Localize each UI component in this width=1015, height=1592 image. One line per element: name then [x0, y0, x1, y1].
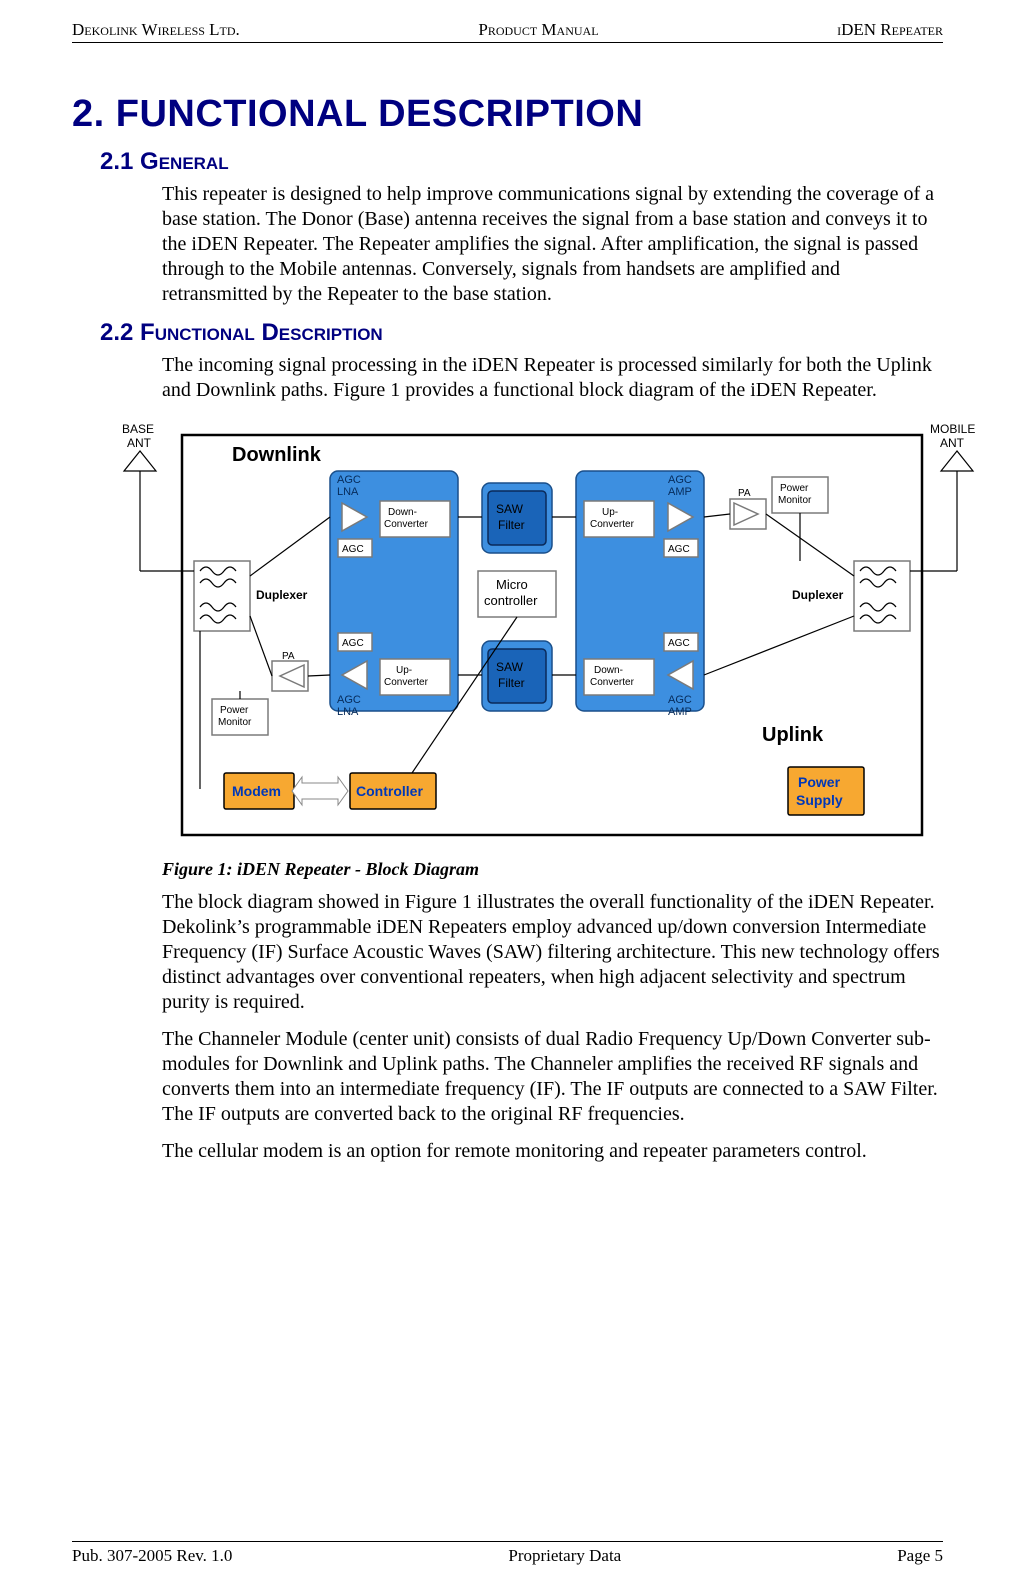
svg-text:LNA: LNA: [337, 706, 359, 718]
svg-text:PA: PA: [282, 651, 295, 662]
svg-text:AGC: AGC: [342, 544, 364, 555]
svg-text:Supply: Supply: [796, 792, 843, 808]
svg-text:Converter: Converter: [590, 677, 635, 688]
svg-text:AGC: AGC: [668, 638, 690, 649]
svg-text:MOBILE: MOBILE: [930, 422, 975, 436]
page-footer: Pub. 307-2005 Rev. 1.0 Proprietary Data …: [72, 1541, 943, 1566]
section-2-2-heading: 2.2 Functional Description: [100, 319, 943, 347]
svg-text:Duplexer: Duplexer: [792, 588, 844, 602]
svg-text:Monitor: Monitor: [778, 495, 812, 506]
svg-text:Monitor: Monitor: [218, 717, 252, 728]
header-center: Product Manual: [478, 20, 598, 40]
svg-text:Controller: Controller: [356, 783, 423, 799]
svg-text:controller: controller: [484, 593, 538, 608]
svg-text:Duplexer: Duplexer: [256, 588, 308, 602]
svg-text:Uplink: Uplink: [762, 724, 824, 746]
section-2-1-heading: 2.1 General: [100, 148, 943, 176]
svg-text:Up-: Up-: [396, 665, 412, 676]
section-2-2-p4: The cellular modem is an option for remo…: [162, 1139, 943, 1164]
svg-text:AGC: AGC: [668, 544, 690, 555]
svg-text:Up-: Up-: [602, 507, 618, 518]
svg-text:Down-: Down-: [594, 665, 623, 676]
footer-left: Pub. 307-2005 Rev. 1.0: [72, 1546, 232, 1566]
svg-text:Downlink: Downlink: [232, 444, 322, 466]
footer-right: Page 5: [897, 1546, 943, 1566]
svg-text:AGC: AGC: [337, 694, 361, 706]
svg-text:Filter: Filter: [498, 518, 525, 532]
svg-text:AMP: AMP: [668, 706, 692, 718]
footer-center: Proprietary Data: [508, 1546, 621, 1566]
svg-text:Converter: Converter: [590, 519, 635, 530]
svg-text:Down-: Down-: [388, 507, 417, 518]
chapter-title: 2. FUNCTIONAL DESCRIPTION: [72, 93, 943, 136]
svg-text:Filter: Filter: [498, 676, 525, 690]
svg-text:PA: PA: [738, 488, 751, 499]
svg-text:Power: Power: [798, 774, 841, 790]
svg-text:Power: Power: [220, 705, 249, 716]
svg-text:AGC: AGC: [668, 694, 692, 706]
svg-text:AGC: AGC: [337, 474, 361, 486]
svg-text:AMP: AMP: [668, 486, 692, 498]
svg-text:Modem: Modem: [232, 783, 281, 799]
section-2-2-p3: The Channeler Module (center unit) consi…: [162, 1027, 943, 1127]
figure-1-caption: Figure 1: iDEN Repeater - Block Diagram: [162, 859, 943, 880]
svg-text:ANT: ANT: [127, 436, 152, 450]
svg-text:Converter: Converter: [384, 519, 429, 530]
svg-text:AGC: AGC: [668, 474, 692, 486]
svg-text:SAW: SAW: [496, 502, 524, 516]
header-left: Dekolink Wireless Ltd.: [72, 20, 240, 40]
section-2-2-p1: The incoming signal processing in the iD…: [162, 353, 943, 403]
svg-text:Micro: Micro: [496, 577, 528, 592]
svg-text:AGC: AGC: [342, 638, 364, 649]
block-diagram: BASE ANT MOBILE ANT Downlink Uplink Dupl…: [112, 421, 992, 851]
svg-text:BASE: BASE: [122, 422, 154, 436]
svg-text:LNA: LNA: [337, 486, 359, 498]
header-right: iDEN Repeater: [837, 20, 943, 40]
svg-text:Power: Power: [780, 483, 809, 494]
page-header: Dekolink Wireless Ltd. Product Manual iD…: [72, 20, 943, 43]
svg-text:Converter: Converter: [384, 677, 429, 688]
svg-text:SAW: SAW: [496, 660, 524, 674]
section-2-1-p1: This repeater is designed to help improv…: [162, 182, 943, 307]
svg-text:ANT: ANT: [940, 436, 965, 450]
section-2-2-p2: The block diagram showed in Figure 1 ill…: [162, 890, 943, 1015]
